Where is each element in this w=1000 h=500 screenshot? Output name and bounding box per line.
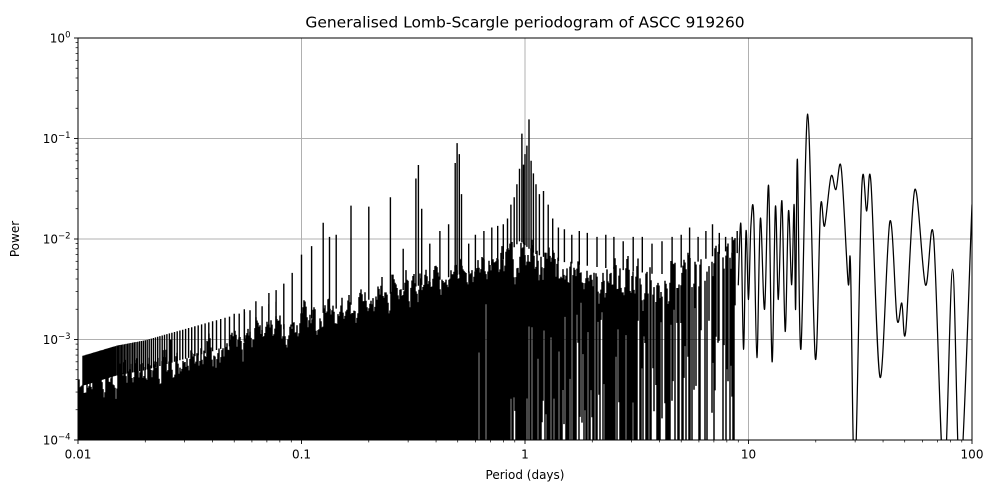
x-tick-label: 100: [961, 448, 984, 462]
y-tick-label: 10−2: [43, 232, 71, 247]
y-tick-label: 100: [50, 31, 71, 46]
y-tick-label: 10−3: [43, 332, 71, 347]
dense-spectrum-strokes: [78, 238, 736, 440]
smooth-tail-curve: [737, 113, 972, 440]
x-tick-label: 0.01: [65, 448, 92, 462]
x-axis-ticks: 0.01 0.1 1 10 100: [65, 440, 984, 462]
x-tick-label: 0.1: [292, 448, 311, 462]
y-axis-ticks: 100 10−1 10−2 10−3 10−4: [43, 31, 78, 448]
y-axis-label: Power: [8, 221, 22, 257]
x-axis-label: Period (days): [486, 468, 565, 482]
alias-peaks: [82, 119, 738, 386]
y-tick-label: 10−1: [43, 131, 71, 146]
x-tick-label: 10: [741, 448, 756, 462]
x-tick-label: 1: [521, 448, 529, 462]
y-tick-label: 10−4: [43, 433, 71, 448]
chart-title: Generalised Lomb-Scargle periodogram of …: [305, 14, 744, 32]
series-layer: [78, 113, 972, 440]
